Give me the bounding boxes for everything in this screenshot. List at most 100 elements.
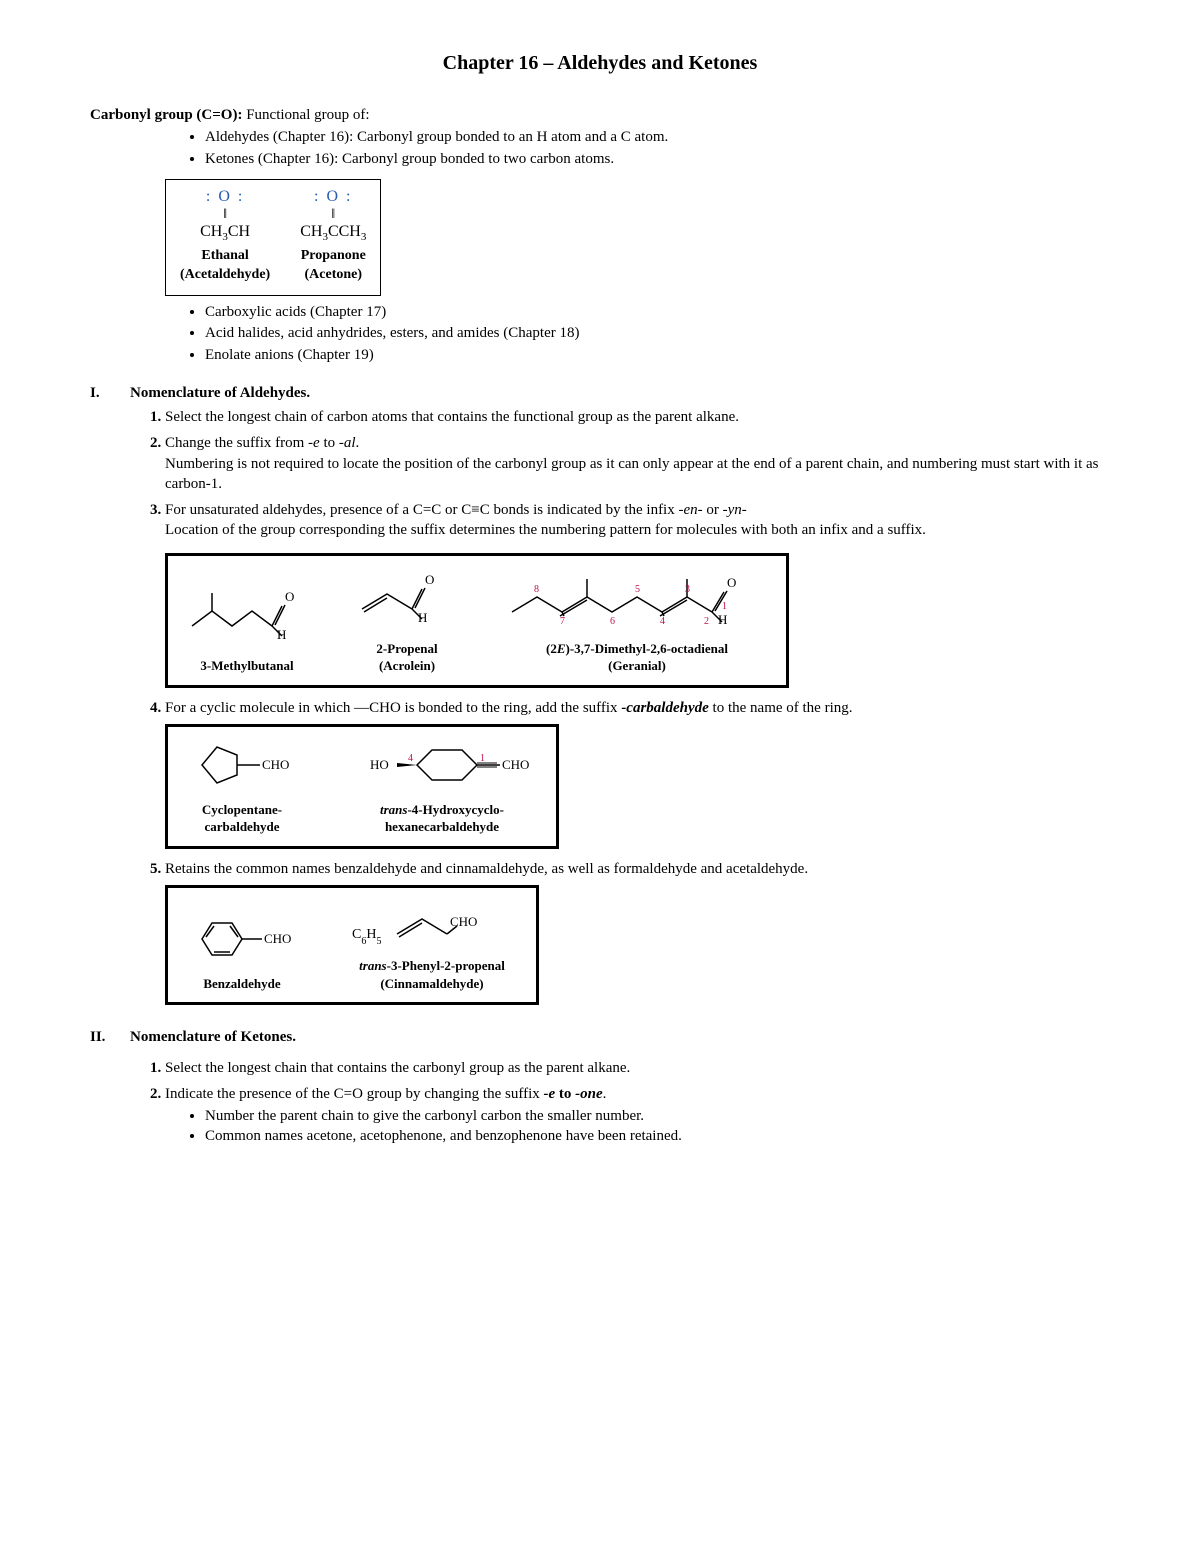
text: Location of the group corresponding the … [165,522,926,538]
structure-trans-4-hydroxycyclohexanecarbaldehyde: HO CHO 4 1 trans-4-Hydroxycyclo- hexanec… [342,735,542,836]
svg-text:1: 1 [722,601,727,612]
structure-geranial: O H 8 7 6 5 4 3 2 1 (2E)-3,7-Dimethyl-2,… [502,564,772,675]
structure-name: 3-Methylbutanal [182,657,312,675]
text-bolditalic: -one [575,1086,603,1102]
structure-2-propenal: O H 2-Propenal (Acrolein) [352,564,462,675]
list-item: Change the suffix from -e to -al. Number… [165,433,1110,494]
structure-box-benzaldehyde: CHO Benzaldehyde C6H5 CHO trans-3-Ph [165,885,539,1005]
structure-name: Benzaldehyde [182,975,302,993]
oxygen-label: : O : [206,188,244,205]
structure-subname: (Acrolein) [352,657,462,675]
structure-subname: (Acetone) [300,266,366,285]
svg-text:1: 1 [480,753,485,764]
svg-text:5: 5 [635,584,640,595]
skeletal-diagram: O H [352,564,462,634]
section-heading: Nomenclature of Ketones. [130,1027,296,1047]
svg-text:O: O [727,575,736,590]
text-italic: -en- [678,502,702,518]
svg-text:4: 4 [408,753,413,764]
structure-subname: (Acetaldehyde) [180,266,270,285]
text-italic: -e [308,435,320,451]
structure-name: trans-3-Phenyl-2-propenal [342,957,522,975]
structure-cyclopentanecarbaldehyde: CHO Cyclopentane- carbaldehyde [182,735,302,836]
structure-box-ethanal-propanone: : O : ‖ CH3CH Ethanal (Acetaldehyde) : O… [165,179,381,296]
skeletal-diagram: O H [182,581,312,651]
intro-lead-rest: Functional group of: [242,107,369,123]
list-item: Acid halides, acid anhydrides, esters, a… [205,323,1110,343]
formula-text: CH3CH [200,223,250,240]
roman-numeral: II. [90,1027,130,1047]
skeletal-diagram: CHO [182,735,302,795]
list-item: Select the longest chain of carbon atoms… [165,407,1110,427]
structure-cinnamaldehyde: C6H5 CHO trans-3-Phenyl-2-propenal (Cinn… [342,896,522,992]
structure-subname: (Geranial) [502,657,772,675]
text-bolditalic: -e [544,1086,556,1102]
list-item: Common names acetone, acetophenone, and … [205,1126,1110,1146]
roman-numeral: I. [90,383,130,403]
structure-name: Ethanal [180,247,270,266]
text: For unsaturated aldehydes, presence of a… [165,502,678,518]
list-item: Aldehydes (Chapter 16): Carbonyl group b… [205,127,1110,147]
list-item: Number the parent chain to give the carb… [205,1106,1110,1126]
cho-label: CHO [502,757,529,772]
c6h5-label: C6H5 [352,927,381,947]
structure-benzaldehyde: CHO Benzaldehyde [182,909,302,993]
structure-ethanal: : O : ‖ CH3CH Ethanal (Acetaldehyde) [180,188,270,285]
intro-bullets-bottom: Carboxylic acids (Chapter 17) Acid halid… [90,302,1110,365]
structure-name: trans-4-Hydroxycyclo- [342,801,542,819]
text: Numbering is not required to locate the … [165,456,1099,492]
svg-text:O: O [425,572,434,587]
list-item: Enolate anions (Chapter 19) [205,345,1110,365]
skeletal-diagram: HO CHO 4 1 [342,735,542,795]
svg-text:2: 2 [704,616,709,627]
text: . [356,435,360,451]
structure-name-2: hexanecarbaldehyde [342,818,542,836]
section-2-list: Select the longest chain that contains t… [90,1058,1110,1147]
structure-name: 2-Propenal [352,640,462,658]
text: . [603,1086,607,1102]
list-item: Select the longest chain that contains t… [165,1058,1110,1078]
text: or [703,502,723,518]
section-heading: Nomenclature of Aldehydes. [130,383,310,403]
skeletal-diagram: C6H5 CHO [342,896,522,951]
intro-bullets-top: Aldehydes (Chapter 16): Carbonyl group b… [90,127,1110,169]
text: to [320,435,339,451]
structure-subname: (Cinnamaldehyde) [342,975,522,993]
page-title: Chapter 16 – Aldehydes and Ketones [90,50,1110,77]
formula-text: CH3CCH3 [300,223,366,240]
text-italic: -yn- [723,502,747,518]
oxygen-label: : O : [314,188,352,205]
text: Indicate the presence of the C=O group b… [165,1086,544,1102]
structure-name-2: carbaldehyde [182,818,302,836]
cho-label: CHO [262,757,289,772]
section-1-header: I. Nomenclature of Aldehydes. [90,383,1110,403]
structure-box-aldehyde-examples: O H 3-Methylbutanal O [165,553,789,688]
list-item: Carboxylic acids (Chapter 17) [205,302,1110,322]
intro-lead-bold: Carbonyl group (C=O): [90,107,242,123]
structure-name: (2E)-3,7-Dimethyl-2,6-octadienal [502,640,772,658]
intro-lead: Carbonyl group (C=O): Functional group o… [90,105,1110,125]
svg-text:H: H [418,610,427,625]
ho-label: HO [370,757,389,772]
section-2-subbullets: Number the parent chain to give the carb… [165,1106,1110,1147]
svg-text:7: 7 [560,616,565,627]
svg-text:6: 6 [610,616,615,627]
text-bold: to [555,1086,575,1102]
list-item: For a cyclic molecule in which —CHO is b… [165,698,1110,853]
list-item: Indicate the presence of the C=O group b… [165,1084,1110,1147]
svg-text:H: H [277,627,286,642]
list-item: Retains the common names benzaldehyde an… [165,859,1110,1009]
svg-text:8: 8 [534,584,539,595]
cho-label: CHO [450,914,477,929]
text: to the name of the ring. [709,700,853,716]
structure-box-carbaldehyde: CHO Cyclopentane- carbaldehyde HO CHO [165,724,559,849]
structure-name: Cyclopentane- [182,801,302,819]
svg-text:4: 4 [660,616,665,627]
structure-3-methylbutanal: O H 3-Methylbutanal [182,581,312,675]
text-bolditalic: -carbaldehyde [621,700,708,716]
structure-propanone: : O : ‖ CH3CCH3 Propanone (Acetone) [300,188,366,285]
list-item: For unsaturated aldehydes, presence of a… [165,500,1110,692]
cho-label: CHO [264,931,291,946]
svg-text:O: O [285,589,294,604]
section-1-list: Select the longest chain of carbon atoms… [90,407,1110,1009]
